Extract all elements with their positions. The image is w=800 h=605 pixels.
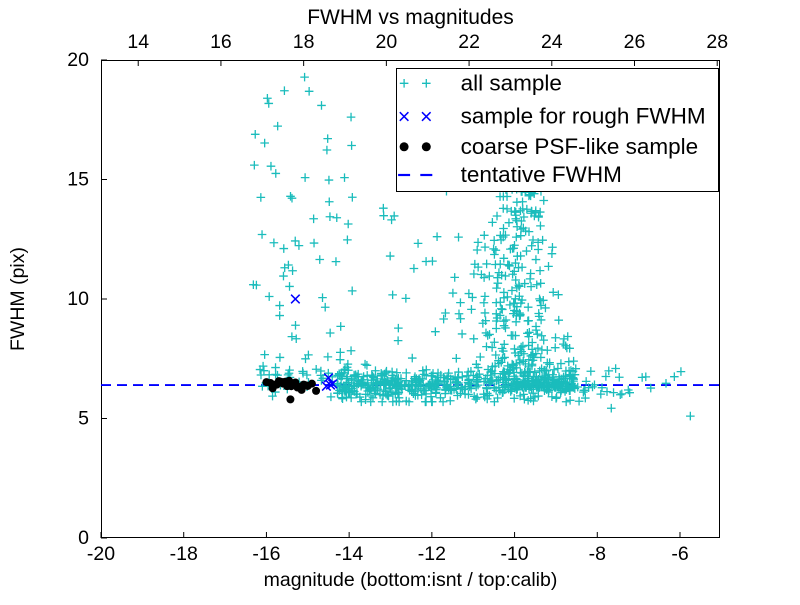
svg-text:18: 18: [293, 31, 315, 53]
svg-text:all sample: all sample: [461, 70, 562, 95]
svg-text:20: 20: [67, 49, 89, 71]
svg-text:24: 24: [541, 31, 563, 53]
svg-text:coarse PSF-like sample: coarse PSF-like sample: [461, 134, 699, 159]
svg-text:magnitude (bottom:isnt / top:c: magnitude (bottom:isnt / top:calib): [264, 569, 558, 591]
svg-text:20: 20: [376, 31, 398, 53]
svg-text:22: 22: [458, 31, 480, 53]
svg-text:26: 26: [624, 31, 646, 53]
svg-text:0: 0: [78, 527, 89, 549]
svg-text:-10: -10: [500, 543, 528, 565]
svg-text:-18: -18: [170, 543, 198, 565]
svg-text:sample for rough FWHM: sample for rough FWHM: [461, 104, 706, 129]
svg-text:5: 5: [78, 408, 89, 430]
svg-text:FWHM (pix): FWHM (pix): [7, 247, 29, 351]
svg-text:-16: -16: [252, 543, 280, 565]
svg-text:-14: -14: [335, 543, 363, 565]
svg-text:-8: -8: [589, 543, 606, 565]
svg-text:10: 10: [67, 288, 89, 310]
svg-text:FWHM vs magnitudes: FWHM vs magnitudes: [307, 6, 514, 29]
svg-text:-6: -6: [671, 543, 688, 565]
svg-text:-12: -12: [418, 543, 446, 565]
svg-text:tentative FWHM: tentative FWHM: [461, 162, 622, 187]
svg-text:14: 14: [127, 31, 149, 53]
svg-text:-20: -20: [87, 543, 115, 565]
svg-text:28: 28: [706, 31, 728, 53]
svg-text:16: 16: [210, 31, 232, 53]
svg-text:15: 15: [67, 169, 89, 191]
